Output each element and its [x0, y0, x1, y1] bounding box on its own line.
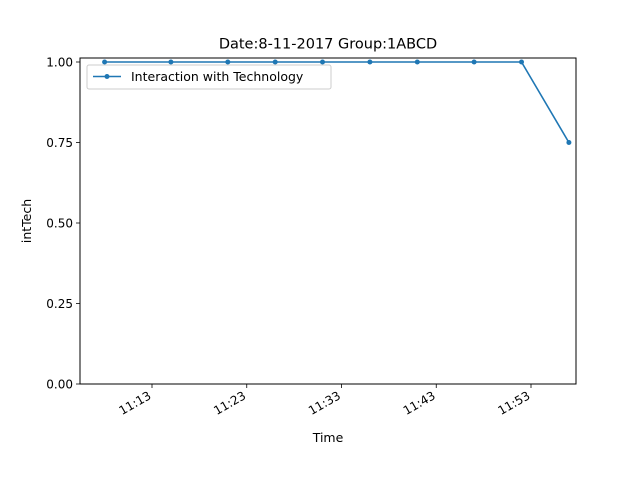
data-point	[519, 59, 524, 65]
x-tick-label: 11:43	[401, 388, 438, 417]
data-point	[225, 59, 231, 65]
data-point	[102, 59, 108, 65]
legend-marker-swatch	[104, 74, 110, 79]
y-tick-label: 1.00	[46, 55, 73, 69]
data-point	[367, 59, 373, 65]
y-axis-label: intTech	[19, 199, 34, 243]
y-tick-label: 0.50	[46, 216, 73, 230]
legend: Interaction with Technology	[86, 64, 332, 90]
data-point	[320, 59, 325, 65]
y-tick-label: 0.25	[46, 297, 73, 311]
chart-title: Date:8-11-2017 Group:1ABCD	[219, 37, 437, 53]
y-tick-label: 0.75	[46, 136, 73, 150]
x-tick-label: 11:33	[306, 388, 343, 417]
data-point	[566, 140, 572, 145]
data-point	[168, 59, 174, 65]
x-tick-label: 11:13	[117, 388, 154, 417]
x-tick-label: 11:53	[496, 388, 533, 417]
series-line	[104, 61, 570, 143]
plot-frame	[79, 57, 577, 385]
x-axis-label: Time	[312, 430, 344, 445]
y-tick-label: 0.00	[46, 377, 73, 391]
x-tick-label: 11:23	[211, 388, 248, 417]
data-point	[272, 59, 278, 65]
legend-entry: Interaction with Technology	[131, 69, 304, 84]
data-point	[471, 59, 477, 65]
legend-box	[86, 64, 332, 90]
data-point	[414, 59, 420, 65]
